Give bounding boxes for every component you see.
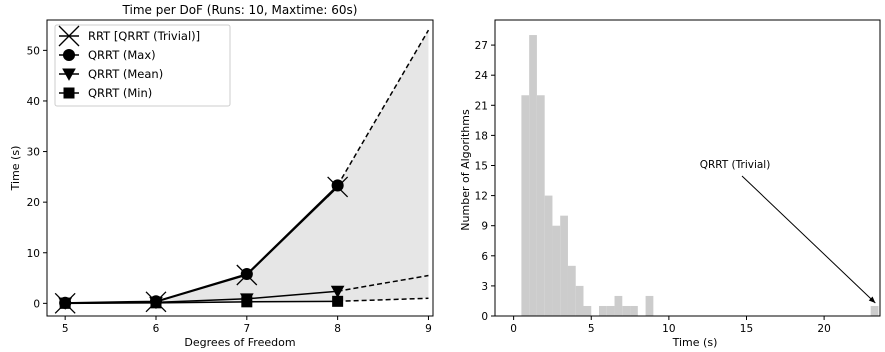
histogram-bar-2 [536, 95, 545, 316]
histogram-bar-5 [560, 215, 568, 316]
y-tick-label-0: 0 [33, 298, 40, 310]
y-tick-label-3: 30 [27, 147, 40, 159]
histogram-bar-3 [544, 195, 553, 316]
x-tick-label-1: 6 [153, 323, 160, 335]
shaded-range-region [65, 30, 429, 304]
annotation-arrow-line [741, 175, 876, 304]
data-point-s3-0 [59, 297, 71, 309]
data-point-s3-2 [241, 296, 253, 308]
hist-y-tick-label-4: 12 [475, 191, 488, 203]
annotation-label: QRRT (Trivial) [700, 159, 771, 171]
histogram-bar-7 [575, 285, 584, 316]
hist-x-tick-label-4: 20 [817, 323, 830, 335]
legend-marker-1 [62, 48, 76, 62]
hist-x-tick-label-1: 5 [588, 323, 595, 335]
left-plot-area: 5 6 7 8 9 0 10 20 30 40 50 RRT [QRRT (Trivial)] QRRT… [27, 19, 434, 335]
data-point-s3-3 [332, 295, 344, 307]
histogram-bar-8 [583, 305, 592, 316]
histogram-bar-13 [630, 305, 638, 316]
left-axes-frame [46, 19, 434, 317]
legend-marker-3 [63, 87, 75, 99]
hist-y-tick-label-6: 18 [475, 130, 488, 142]
series-extrapolation-3 [337, 297, 429, 303]
hist-x-tick-label-0: 0 [510, 323, 517, 335]
right-axes-frame [494, 19, 881, 317]
data-point-s2-3 [330, 285, 345, 299]
left-x-axis-label: Degrees of Freedom [184, 336, 295, 349]
hist-y-tick-label-5: 15 [475, 160, 488, 172]
histogram-bar-14 [645, 295, 654, 316]
data-point-s1-2 [240, 267, 253, 281]
left-chart: Time per DoF (Runs: 10, Maxtime: 60s) 5 6… [9, 3, 434, 349]
data-point-s3-1 [150, 297, 162, 309]
hist-y-tick-label-7: 21 [475, 100, 488, 112]
legend-label-0: RRT [QRRT (Trivial)] [88, 29, 200, 43]
legend-marker-2 [62, 68, 76, 81]
hist-y-tick-label-2: 6 [481, 251, 488, 263]
y-tick-label-4: 40 [27, 96, 40, 108]
left-y-axis-label: Time (s) [9, 146, 22, 192]
x-tick-label-2: 7 [243, 323, 250, 335]
y-tick-label-2: 20 [27, 197, 40, 209]
series-extrapolation-1 [336, 29, 430, 186]
x-tick-label-3: 8 [334, 323, 341, 335]
legend-label-3: QRRT (Min) [88, 86, 152, 100]
histogram-bar-15 [870, 305, 879, 316]
left-legend: RRT [QRRT (Trivial)] QRRT (Max) QRRT (Mean… [54, 24, 231, 107]
histogram-bar-11 [614, 295, 623, 316]
legend-label-1: QRRT (Max) [88, 48, 156, 62]
x-tick-label-0: 5 [62, 323, 69, 335]
y-tick-label-1: 10 [27, 248, 40, 260]
legend-marker-0 [58, 25, 80, 47]
hist-x-tick-label-2: 10 [662, 323, 675, 335]
histogram-bar-0 [521, 95, 530, 316]
right-y-axis-label: Number of Algorithms [459, 109, 472, 231]
left-chart-title: Time per DoF (Runs: 10, Maxtime: 60s) [122, 3, 358, 17]
histogram-bar-12 [622, 305, 631, 316]
hist-y-tick-label-3: 9 [481, 221, 488, 233]
legend-box [54, 24, 231, 107]
hist-y-tick-label-9: 27 [475, 40, 488, 52]
hist-y-tick-label-8: 24 [475, 70, 489, 82]
legend-label-2: QRRT (Mean) [88, 67, 163, 81]
series-extrapolation-2 [337, 274, 429, 292]
histogram-bar-9 [599, 305, 607, 316]
hist-y-tick-label-1: 3 [481, 281, 488, 293]
x-tick-label-4: 9 [425, 323, 432, 335]
y-tick-label-5: 50 [27, 45, 40, 57]
histogram-bar-4 [552, 225, 561, 316]
right-plot-area: 0 5 10 15 20 0 3 6 9 12 15 18 21 24 27 QRRT (Trivial) [475, 19, 881, 335]
legend-marker-0-stroke-b [58, 25, 80, 47]
annotation-arrow-head [868, 296, 876, 303]
histogram-bar-1 [529, 35, 537, 317]
histogram-bar-6 [567, 265, 576, 316]
hist-x-tick-label-3: 15 [740, 323, 753, 335]
right-chart: 0 5 10 15 20 0 3 6 9 12 15 18 21 24 27 QRRT (Trivial) T… [459, 19, 881, 349]
right-x-axis-label: Time (s) [672, 336, 718, 349]
series-line-3 [65, 300, 338, 305]
hist-y-tick-label-0: 0 [481, 311, 488, 323]
data-point-s1-3 [331, 179, 344, 192]
histogram-bar-10 [606, 305, 615, 316]
